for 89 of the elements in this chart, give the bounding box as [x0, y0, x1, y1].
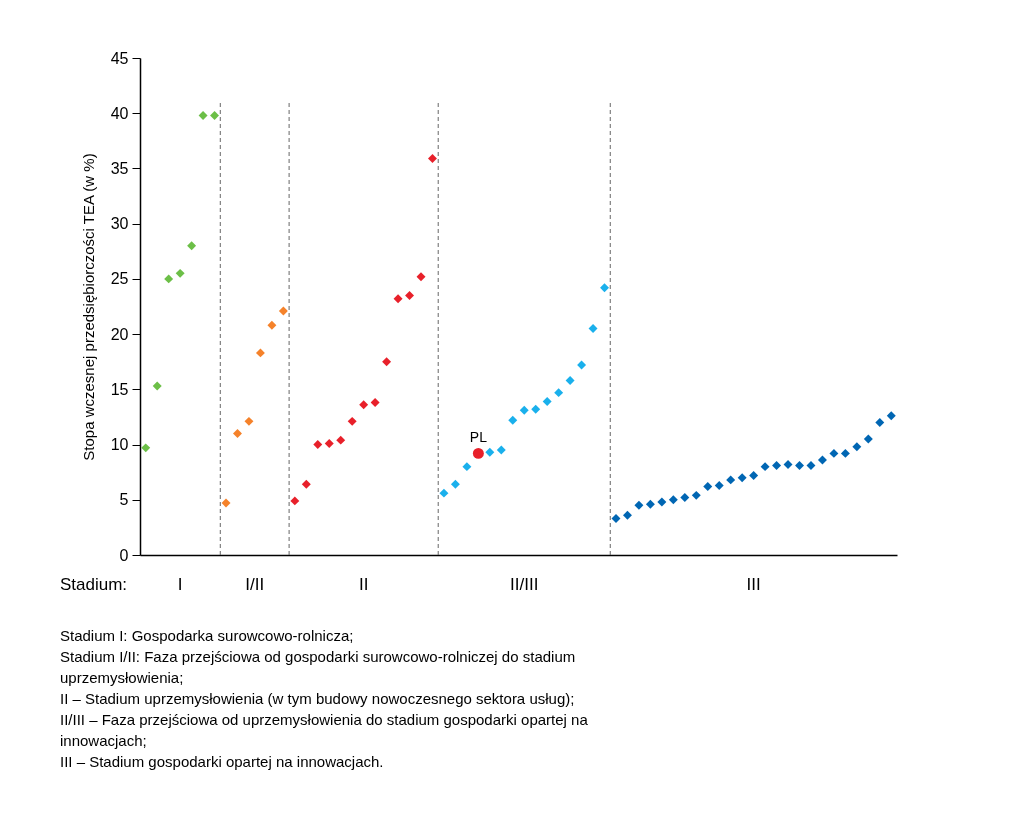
y-tick-label: 5 [119, 491, 129, 509]
point [267, 320, 277, 330]
point [428, 154, 437, 163]
text: II – Stadium uprzemysłowienia (w tym budowy nowoczesnego sektora usług); [60, 690, 575, 707]
text: II/III [510, 575, 539, 594]
point [645, 499, 655, 509]
text: III [746, 575, 761, 594]
y-tick-label: 40 [110, 104, 129, 122]
point [806, 461, 816, 471]
point [472, 447, 484, 459]
y-tick-label: 30 [110, 215, 129, 233]
point [496, 445, 506, 455]
point [508, 415, 518, 425]
point [450, 479, 460, 489]
point [863, 434, 873, 444]
point [622, 510, 632, 520]
point [588, 324, 598, 334]
point [668, 495, 678, 505]
point [439, 488, 449, 498]
point [187, 241, 197, 251]
point [829, 448, 839, 458]
y-tick-label: 35 [110, 159, 129, 177]
y-tick-label: 0 [119, 546, 129, 564]
y-tick-label: 45 [110, 49, 129, 67]
point [141, 443, 151, 453]
point [749, 471, 759, 480]
text: I [177, 575, 183, 594]
point [817, 455, 827, 465]
point [577, 360, 587, 370]
point [244, 416, 254, 426]
point [324, 438, 334, 448]
text: Stadium I: Gospodarka surowcowo-rolnicza; [60, 627, 354, 644]
text: II [358, 575, 369, 594]
point [370, 398, 380, 408]
point [359, 400, 369, 410]
y-tick-label: 10 [110, 436, 129, 454]
point [485, 447, 495, 457]
point [680, 493, 690, 503]
text: I/II [245, 575, 265, 594]
point [233, 429, 242, 438]
point [875, 417, 885, 427]
point [760, 462, 770, 472]
point [554, 388, 564, 398]
point [393, 294, 403, 304]
point [840, 448, 850, 458]
point [255, 348, 265, 358]
series-label: PL [469, 429, 488, 446]
point [703, 482, 713, 491]
point [737, 473, 747, 483]
point [772, 461, 782, 471]
point [611, 514, 621, 524]
point [301, 479, 311, 489]
point [152, 381, 162, 391]
point [714, 480, 724, 490]
point [691, 490, 701, 500]
y-tick-label: 15 [110, 380, 129, 398]
point [164, 274, 174, 284]
point [531, 404, 541, 414]
point [221, 498, 231, 508]
point [852, 442, 862, 452]
point [542, 397, 552, 406]
y-tick-label: 25 [110, 270, 129, 288]
point [278, 306, 288, 316]
text: Stadium I/II: Faza przejściowa od gospodarki surowcowo-rolniczej do stadium uprzemysłowienia; [60, 648, 576, 686]
point [519, 405, 529, 415]
point [565, 376, 575, 385]
point [336, 435, 346, 445]
point [783, 459, 793, 469]
point [795, 461, 804, 471]
point [347, 416, 357, 426]
point [726, 475, 736, 485]
text: Stadium: [60, 575, 128, 594]
point [462, 462, 472, 472]
point [405, 290, 415, 300]
point [657, 497, 667, 507]
text: II/III – Faza przejściowa od uprzemysłowienia do stadium gospodarki opartej na innowacjach; [60, 711, 589, 749]
point [175, 268, 185, 278]
point [313, 440, 323, 450]
point [382, 357, 392, 367]
point [886, 411, 896, 421]
point [634, 500, 644, 510]
point [600, 283, 609, 293]
y-tick-label: 20 [110, 325, 129, 343]
text: III – Stadium gospodarki opartej na innowacjach. [60, 753, 384, 770]
y-axis-title: Stopa wczesnej przedsiębiorczości TEA (w %) [79, 153, 97, 461]
point [210, 110, 220, 120]
point [416, 272, 426, 282]
point [198, 110, 208, 120]
point [290, 496, 300, 506]
